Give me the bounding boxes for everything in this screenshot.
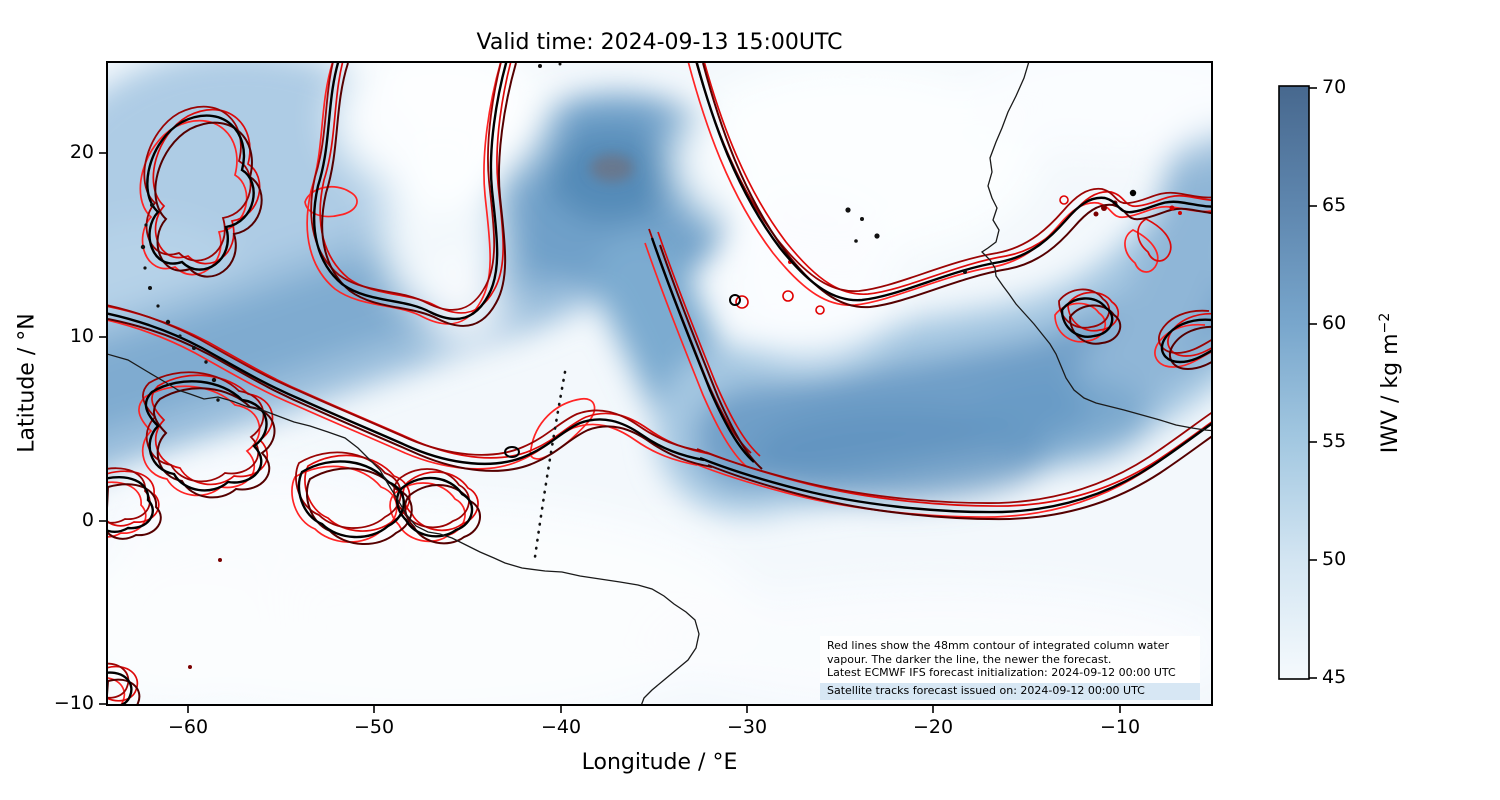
- coastlines: [107, 62, 1212, 705]
- x-tick-label: −50: [353, 716, 395, 738]
- y-tick-label: 0: [81, 509, 94, 531]
- africa-coastline: [980, 62, 1212, 432]
- colorbar-tick-label: 55: [1322, 430, 1347, 452]
- y-tick-label: 10: [69, 325, 94, 347]
- x-tick-label: −10: [1099, 716, 1141, 738]
- x-tick-label: −20: [912, 716, 954, 738]
- south-america-coastline: [107, 353, 700, 705]
- satellite-annotation-box: Satellite tracks forecast issued on: 202…: [820, 683, 1200, 700]
- x-tick-label: −30: [726, 716, 768, 738]
- colorbar-tick-label: 45: [1322, 666, 1347, 688]
- legend-annotation-box: Red lines show the 48mm contour of integ…: [820, 636, 1200, 683]
- figure-title: Valid time: 2024-09-13 15:00UTC: [476, 30, 843, 55]
- colorbar-tick-marks: [1309, 87, 1317, 679]
- colorbar-label: IWV / kg m−2: [1377, 313, 1403, 454]
- colorbar: [1278, 85, 1317, 680]
- annotation-line: Latest ECMWF IFS forecast initialization…: [827, 666, 1176, 680]
- colorbar-label-main: IWV / kg m: [1378, 333, 1404, 454]
- axis-tick-marks: [99, 152, 1121, 713]
- colorbar-tick-label: 50: [1322, 548, 1347, 570]
- annotation-line: vapour. The darker the line, the newer t…: [827, 652, 1112, 666]
- colorbar-gradient: [1278, 85, 1310, 680]
- x-tick-label: −40: [540, 716, 582, 738]
- y-tick-label: −10: [53, 692, 94, 714]
- x-tick-label: −60: [167, 716, 209, 738]
- plot-frame: [106, 61, 1213, 706]
- island-marks: [140, 62, 967, 402]
- colorbar-tick-label: 65: [1322, 194, 1347, 216]
- x-axis-label: Longitude / °E: [581, 750, 738, 775]
- annotation-line: Red lines show the 48mm contour of integ…: [827, 639, 1169, 652]
- red-contours-48mm: [91, 47, 1228, 714]
- annotation-line: Satellite tracks forecast issued on: 202…: [827, 684, 1145, 697]
- colorbar-tick-label: 60: [1322, 312, 1347, 334]
- colorbar-label-exponent: −2: [1376, 312, 1393, 334]
- y-tick-label: 20: [69, 141, 94, 163]
- colorbar-tick-label: 70: [1322, 76, 1347, 98]
- black-contour-latest-forecast: [98, 56, 1220, 707]
